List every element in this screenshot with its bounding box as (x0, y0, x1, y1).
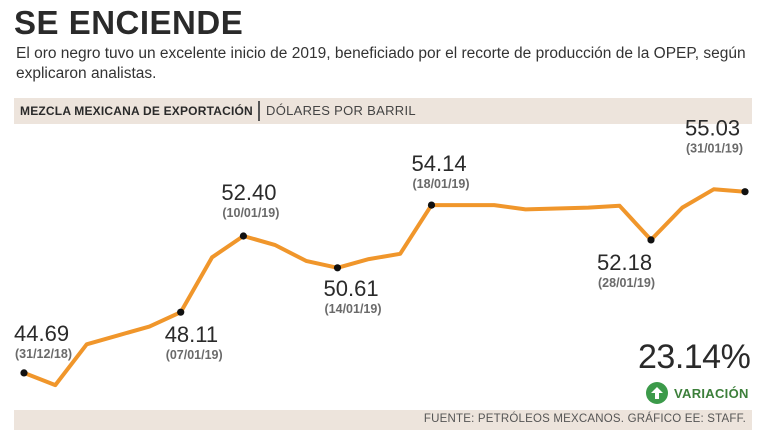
chart-title: SE ENCIENDE (14, 4, 244, 41)
band-divider (258, 101, 260, 121)
data-point-marker (333, 264, 342, 272)
data-label-date: (14/01/19) (325, 302, 382, 316)
data-point-marker (741, 188, 749, 196)
data-point-marker (239, 232, 247, 240)
series-band: MEZCLA MEXICANA DE EXPORTACIÓN DÓLARES P… (14, 98, 752, 124)
data-label-date: (31/12/18) (15, 347, 72, 361)
data-point-marker (427, 201, 436, 209)
chart-subtitle: El oro negro tuvo un excelente inicio de… (16, 45, 746, 82)
data-label-date: (31/01/19) (686, 142, 743, 156)
data-label-value: 48.11 (165, 322, 218, 347)
data-point-marker (647, 236, 655, 244)
data-point-marker (20, 369, 28, 377)
data-label-value: 44.69 (14, 321, 69, 346)
data-label-date: (18/01/19) (413, 177, 470, 191)
data-label-value: 50.61 (324, 276, 379, 301)
data-label-value: 54.14 (412, 151, 467, 176)
source-note: FUENTE: PETRÓLEOS MEXCANOS. GRÁFICO EE: … (423, 413, 746, 425)
variation-label: VARIACIÓN (674, 385, 749, 401)
series-line (22, 187, 747, 388)
up-arrow-icon (646, 382, 668, 404)
variation-indicator: VARIACIÓN (646, 380, 749, 406)
variation-percent: 23.14% (638, 338, 751, 376)
unit-label: DÓLARES POR BARRIL (266, 103, 416, 118)
data-label-value: 55.03 (685, 116, 740, 141)
footer-band: FUENTE: PETRÓLEOS MEXCANOS. GRÁFICO EE: … (14, 410, 752, 430)
data-label-date: (07/01/19) (166, 348, 223, 362)
series-label: MEZCLA MEXICANA DE EXPORTACIÓN (20, 104, 253, 118)
data-label-value: 52.18 (597, 250, 652, 275)
data-label-date: (28/01/19) (598, 276, 655, 290)
data-label-date: (10/01/19) (222, 206, 279, 220)
data-label-value: 52.40 (221, 180, 276, 205)
data-point-marker (177, 308, 185, 316)
